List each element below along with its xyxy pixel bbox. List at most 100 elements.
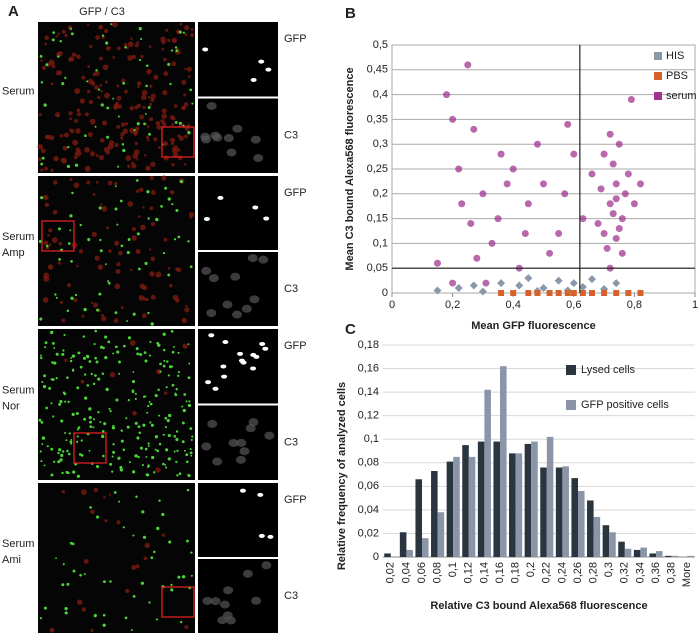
cell-dot bbox=[177, 371, 181, 374]
cell-dot bbox=[184, 25, 190, 31]
cell-dot bbox=[86, 23, 90, 26]
cell-dot bbox=[112, 21, 118, 28]
bar bbox=[453, 456, 460, 557]
cell-dot bbox=[55, 352, 58, 355]
inset-cell bbox=[222, 300, 233, 309]
bar bbox=[515, 453, 523, 557]
micrograph bbox=[38, 483, 195, 633]
cell-dot bbox=[87, 65, 90, 68]
cell-dot bbox=[145, 455, 148, 458]
cell-dot bbox=[99, 83, 103, 87]
cell-dot bbox=[109, 372, 116, 378]
cell-dot bbox=[148, 400, 151, 403]
cell-dot bbox=[92, 193, 96, 197]
cell-dot bbox=[68, 432, 71, 435]
cell-dot bbox=[154, 435, 159, 439]
inset-label: C3 bbox=[284, 130, 298, 142]
cell-dot bbox=[185, 453, 189, 457]
cell-dot bbox=[142, 423, 146, 427]
cell-dot bbox=[175, 49, 179, 53]
cell-dot bbox=[72, 139, 79, 146]
cell-dot bbox=[102, 120, 108, 126]
cell-dot bbox=[76, 112, 82, 117]
cell-dot bbox=[70, 438, 73, 441]
data-point bbox=[479, 190, 487, 198]
legend-swatch bbox=[654, 92, 662, 100]
cell-dot bbox=[190, 438, 193, 441]
cell-dot bbox=[51, 237, 58, 244]
x-tick-label: 0,38 bbox=[666, 562, 678, 583]
x-tick-label: More bbox=[681, 562, 693, 587]
x-tick-label: 0,12 bbox=[463, 562, 475, 583]
cell-dot bbox=[142, 395, 146, 398]
cell-dot bbox=[109, 409, 112, 413]
inset-cell bbox=[207, 419, 218, 428]
cell-dot bbox=[57, 261, 61, 265]
inset-cell bbox=[230, 272, 241, 281]
panel-title: GFP / C3 bbox=[79, 6, 125, 18]
cell-dot bbox=[188, 211, 195, 218]
y-tick-label: 0,12 bbox=[358, 410, 379, 422]
cell-dot bbox=[139, 58, 142, 62]
cell-dot bbox=[55, 376, 58, 380]
cell-dot bbox=[168, 413, 172, 418]
cell-dot bbox=[92, 73, 96, 77]
cell-dot bbox=[61, 490, 66, 494]
data-point bbox=[443, 91, 451, 99]
cell-dot bbox=[48, 134, 55, 141]
cell-dot bbox=[76, 54, 81, 60]
cell-dot bbox=[70, 357, 73, 359]
data-point bbox=[524, 274, 533, 283]
y-tick-label: 0,45 bbox=[367, 64, 388, 76]
cell-dot bbox=[59, 400, 63, 404]
cell-dot bbox=[95, 69, 98, 72]
cell-dot bbox=[91, 81, 95, 84]
data-point bbox=[498, 290, 505, 296]
cell-dot bbox=[106, 226, 110, 230]
cell-dot bbox=[108, 407, 111, 410]
cell-dot bbox=[177, 374, 180, 377]
cell-dot bbox=[76, 474, 80, 478]
cell-dot bbox=[115, 269, 121, 274]
cell-dot bbox=[177, 235, 181, 239]
cell-dot bbox=[88, 360, 92, 363]
cell-dot bbox=[42, 297, 49, 303]
cell-dot bbox=[91, 231, 97, 237]
cell-dot bbox=[50, 378, 53, 381]
data-point bbox=[534, 290, 541, 296]
cell-dot bbox=[84, 134, 87, 138]
cell-dot bbox=[43, 194, 49, 201]
zoom-box bbox=[41, 220, 75, 252]
cell-dot bbox=[176, 449, 179, 452]
data-point bbox=[630, 200, 638, 208]
inset-cell bbox=[262, 346, 269, 351]
legend-label: PBS bbox=[666, 70, 688, 82]
cell-dot bbox=[173, 435, 177, 438]
cell-dot bbox=[90, 372, 93, 376]
cell-dot bbox=[69, 359, 73, 363]
cell-dot bbox=[79, 365, 83, 369]
x-tick-label: 0,04 bbox=[400, 562, 412, 583]
cell-dot bbox=[53, 347, 56, 349]
cell-dot bbox=[145, 64, 149, 67]
cell-dot bbox=[104, 519, 108, 523]
cell-dot bbox=[175, 437, 179, 442]
data-point bbox=[570, 290, 577, 296]
cell-dot bbox=[43, 464, 46, 467]
cell-dot bbox=[53, 155, 59, 162]
cell-dot bbox=[131, 54, 137, 60]
inset-cell bbox=[210, 597, 221, 606]
cell-dot bbox=[60, 419, 64, 423]
cell-dot bbox=[145, 84, 148, 88]
cell-dot bbox=[179, 22, 183, 26]
cell-dot bbox=[156, 341, 160, 345]
cell-dot bbox=[71, 354, 76, 358]
cell-dot bbox=[149, 84, 153, 88]
cell-dot bbox=[47, 264, 54, 270]
inset-cell bbox=[223, 134, 234, 143]
cell-dot bbox=[86, 355, 90, 359]
cell-dot bbox=[73, 182, 80, 189]
data-point bbox=[615, 140, 623, 148]
cell-dot bbox=[98, 154, 105, 161]
cell-dot bbox=[162, 462, 165, 466]
